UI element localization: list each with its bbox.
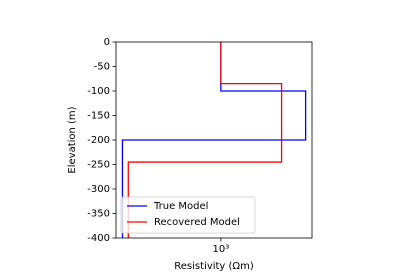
y-tick-label: -50 <box>94 62 110 73</box>
legend-label: True Model <box>153 201 208 212</box>
model-line <box>127 42 283 238</box>
legend-label: Recovered Model <box>154 217 240 228</box>
y-tick-label: -250 <box>87 160 110 171</box>
y-tick-label: -150 <box>87 111 110 122</box>
y-tick-label: -100 <box>87 86 110 97</box>
x-tick-label: 10³ <box>212 244 229 255</box>
y-tick-label: -350 <box>87 209 110 220</box>
y-tick-label: 0 <box>104 37 110 48</box>
x-axis-label: Resistivity (Ωm) <box>174 261 254 272</box>
y-tick-label: -200 <box>87 135 110 146</box>
y-tick-label: -300 <box>87 184 110 195</box>
legend-box <box>120 196 256 234</box>
plot-frame <box>115 41 313 239</box>
y-tick-label: -400 <box>87 233 110 244</box>
y-axis-label: Elevation (m) <box>67 106 78 173</box>
